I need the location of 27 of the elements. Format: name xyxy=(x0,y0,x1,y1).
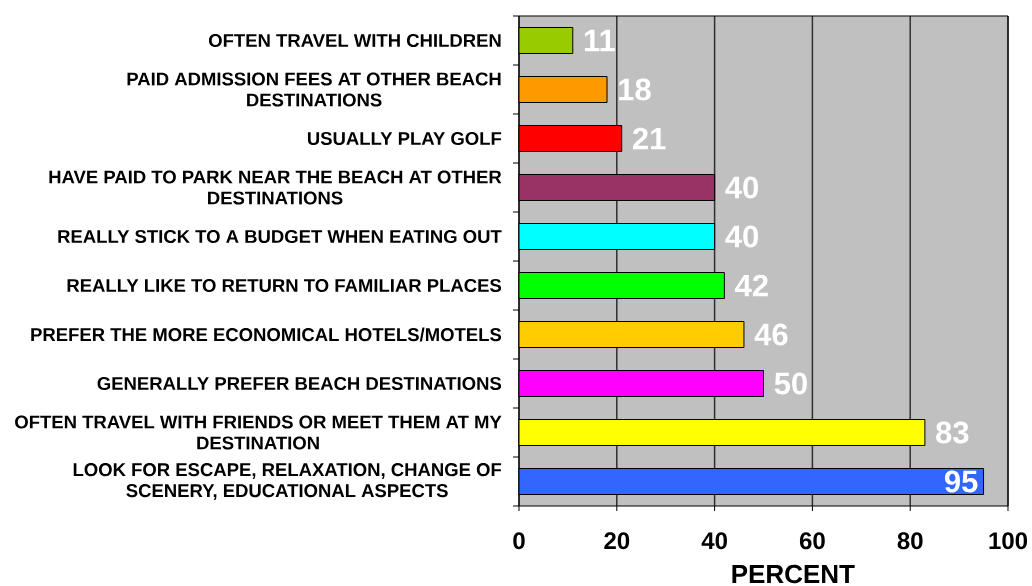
y-tick-label: REALLY STICK TO A BUDGET WHEN EATING OUT xyxy=(58,229,502,244)
data-label: 46 xyxy=(754,323,788,346)
x-tick-label: 0 xyxy=(513,532,525,550)
y-tick-label: GENERALLY PREFER BEACH DESTINATIONS xyxy=(97,376,502,391)
y-tick-label: OFTEN TRAVEL WITH CHILDREN xyxy=(208,33,501,48)
data-label: 40 xyxy=(725,176,759,199)
x-tick-label: 80 xyxy=(897,532,923,550)
x-axis-title: PERCENT xyxy=(732,564,855,584)
y-tick-label: LOOK FOR ESCAPE, RELAXATION, CHANGE OF SCENERY, EDUCATIONAL ASPECTS xyxy=(73,463,502,500)
y-tick-label: PREFER THE MORE ECONOMICAL HOTELS/MOTELS xyxy=(31,327,502,342)
data-label: 11 xyxy=(584,29,615,52)
x-tick-label: 100 xyxy=(989,532,1028,550)
x-tick-label: 60 xyxy=(799,532,825,550)
y-tick-label: USUALLY PLAY GOLF xyxy=(307,131,502,146)
x-tick-label: 40 xyxy=(701,532,727,550)
data-label: 83 xyxy=(936,421,969,444)
data-label: 95 xyxy=(944,470,978,493)
y-tick-label: PAID ADMISSION FEES AT OTHER BEACH DESTINATIONS xyxy=(127,72,501,107)
data-label: 40 xyxy=(725,225,759,248)
data-label: 18 xyxy=(619,78,651,101)
y-tick-label: REALLY LIKE TO RETURN TO FAMILIAR PLACES xyxy=(67,278,502,293)
data-label: 42 xyxy=(735,274,768,297)
x-tick-label: 20 xyxy=(604,532,630,550)
y-tick-label: HAVE PAID TO PARK NEAR THE BEACH AT OTHER DESTINATIONS xyxy=(49,170,502,205)
y-tick-label: OFTEN TRAVEL WITH FRIENDS OR MEET THEM AT MY DESTINATION xyxy=(15,415,502,450)
data-label: 21 xyxy=(632,127,666,150)
data-label: 50 xyxy=(774,372,807,395)
